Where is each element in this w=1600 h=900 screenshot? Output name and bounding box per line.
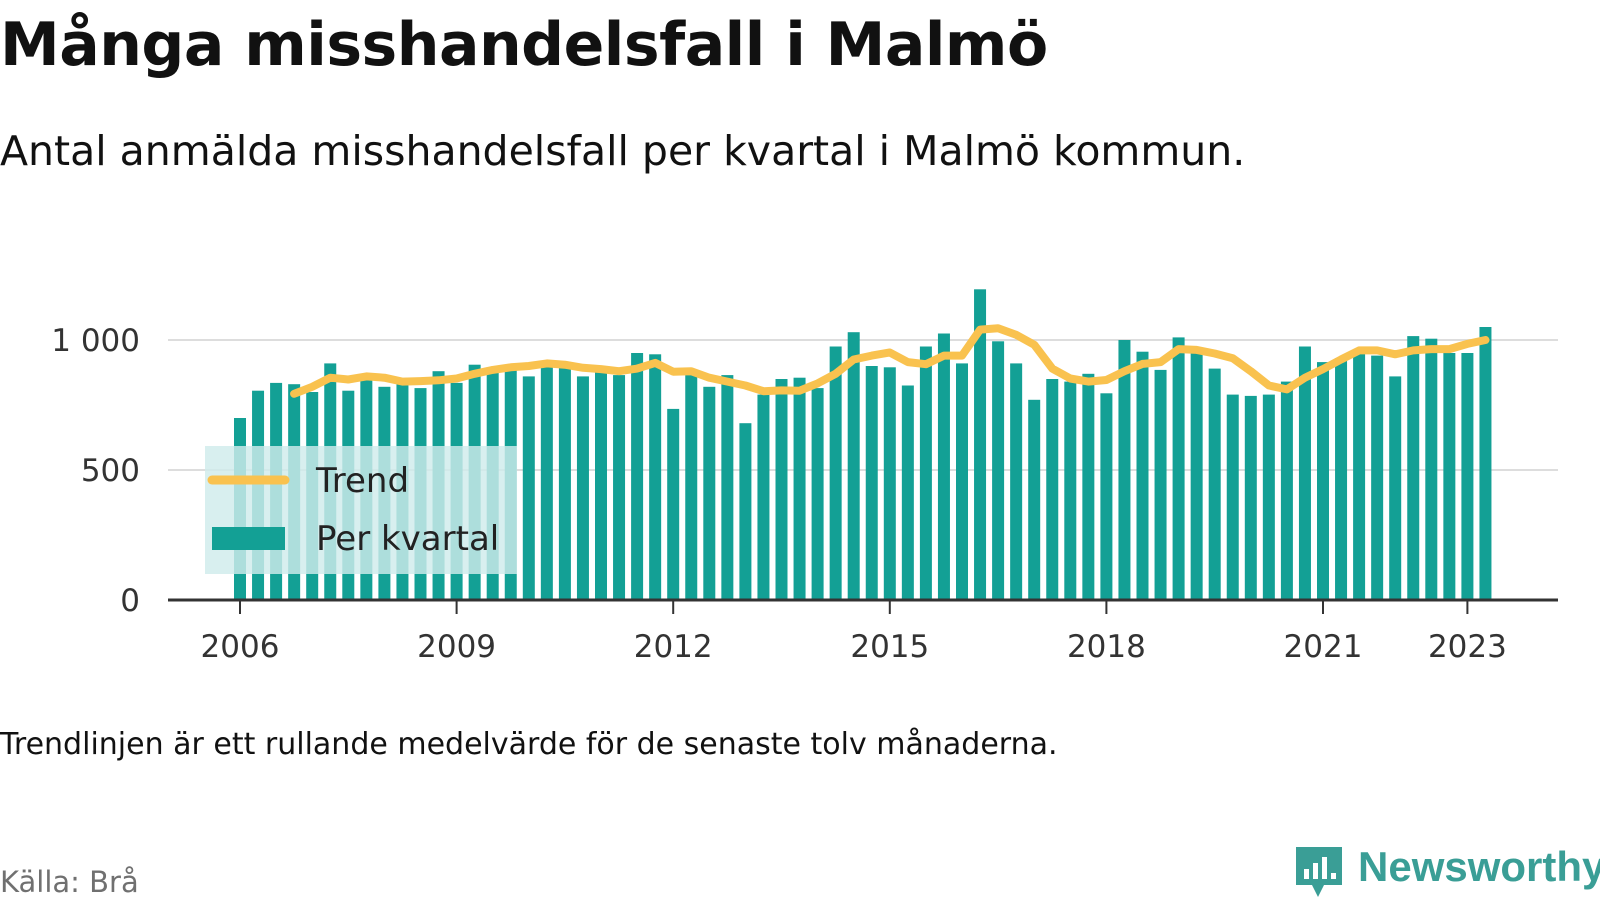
legend-background bbox=[205, 446, 517, 574]
bar bbox=[1118, 340, 1131, 600]
x-tick-label: 2018 bbox=[1067, 629, 1146, 665]
bar bbox=[649, 354, 662, 600]
bar bbox=[1226, 394, 1239, 600]
y-axis-labels: 0 500 1 000 bbox=[51, 323, 140, 619]
bar bbox=[1208, 368, 1221, 600]
bar bbox=[1317, 362, 1329, 600]
bar bbox=[937, 333, 950, 600]
bar bbox=[1479, 327, 1492, 600]
bar bbox=[540, 360, 553, 600]
bar bbox=[793, 377, 806, 600]
bar bbox=[1371, 355, 1384, 600]
legend-bar-swatch bbox=[212, 527, 285, 550]
bar bbox=[1082, 373, 1095, 600]
bar bbox=[1064, 381, 1077, 600]
bar bbox=[1280, 381, 1293, 600]
bar bbox=[1353, 349, 1366, 600]
bar bbox=[1443, 353, 1456, 600]
bar bbox=[1100, 393, 1113, 600]
bar bbox=[685, 369, 698, 600]
y-tick-label: 0 bbox=[120, 583, 140, 619]
bar bbox=[1190, 350, 1203, 600]
bar bbox=[613, 375, 626, 600]
bar bbox=[1028, 399, 1041, 600]
bar bbox=[1461, 353, 1474, 600]
bar bbox=[1407, 336, 1420, 600]
bar bbox=[1425, 338, 1438, 600]
bar bbox=[974, 289, 987, 600]
legend-trend-label: Trend bbox=[315, 461, 409, 501]
bar bbox=[1010, 363, 1023, 600]
bar bbox=[1136, 351, 1149, 600]
bar bbox=[739, 423, 752, 600]
bar bbox=[703, 386, 716, 600]
bar bbox=[1046, 379, 1059, 600]
bar bbox=[631, 353, 644, 600]
bar bbox=[1298, 346, 1311, 600]
bar bbox=[1172, 337, 1185, 600]
source-label: Källa: Brå bbox=[0, 865, 139, 899]
bar bbox=[667, 408, 680, 600]
bar bbox=[775, 379, 788, 600]
x-tick-label: 2012 bbox=[634, 629, 713, 665]
bar bbox=[847, 332, 860, 600]
bar bbox=[1244, 395, 1257, 600]
bar bbox=[522, 376, 535, 600]
bar bbox=[956, 363, 968, 600]
bar bbox=[1154, 369, 1167, 600]
bar bbox=[576, 376, 589, 600]
chart-title: Många misshandelsfall i Malmö bbox=[0, 10, 1048, 80]
chart: 0 500 1 000 2006 2009 2012 2015 2018 2021 2023 T… bbox=[51, 289, 1558, 665]
chart-subtitle: Antal anmälda misshandelsfall per kvarta… bbox=[0, 127, 1246, 175]
footnote: Trendlinjen är ett rullande medelvärde f… bbox=[0, 727, 1058, 762]
trend-line bbox=[290, 324, 1490, 398]
legend: Trend Per kvartal bbox=[207, 461, 499, 559]
bar bbox=[757, 394, 770, 600]
bar bbox=[992, 341, 1005, 600]
x-tick-label: 2021 bbox=[1284, 629, 1363, 665]
x-tick-label: 2023 bbox=[1428, 629, 1507, 665]
bar bbox=[1262, 394, 1275, 600]
bar bbox=[811, 388, 824, 600]
x-tick-label: 2006 bbox=[201, 629, 280, 665]
y-tick-label: 1 000 bbox=[51, 323, 140, 359]
x-tick-label: 2009 bbox=[417, 629, 496, 665]
bar bbox=[883, 367, 896, 600]
bar bbox=[829, 346, 842, 600]
legend-bar-label: Per kvartal bbox=[316, 519, 499, 559]
bar bbox=[901, 385, 914, 600]
x-axis-ticks: 2006 2009 2012 2015 2018 2021 2023 bbox=[201, 600, 1507, 665]
x-tick-label: 2015 bbox=[850, 629, 929, 665]
brand-name: Newsworthy bbox=[1358, 843, 1600, 890]
bar bbox=[558, 362, 571, 600]
bar bbox=[919, 346, 932, 600]
bar bbox=[595, 371, 607, 600]
bar bbox=[721, 375, 734, 600]
brand-logo: Newsworthy bbox=[1292, 843, 1600, 900]
bar bbox=[1389, 376, 1402, 600]
bar bbox=[865, 366, 878, 600]
y-tick-label: 500 bbox=[81, 453, 140, 489]
bar bbox=[1335, 358, 1348, 600]
bar-chart-bubble-icon bbox=[1296, 847, 1342, 897]
